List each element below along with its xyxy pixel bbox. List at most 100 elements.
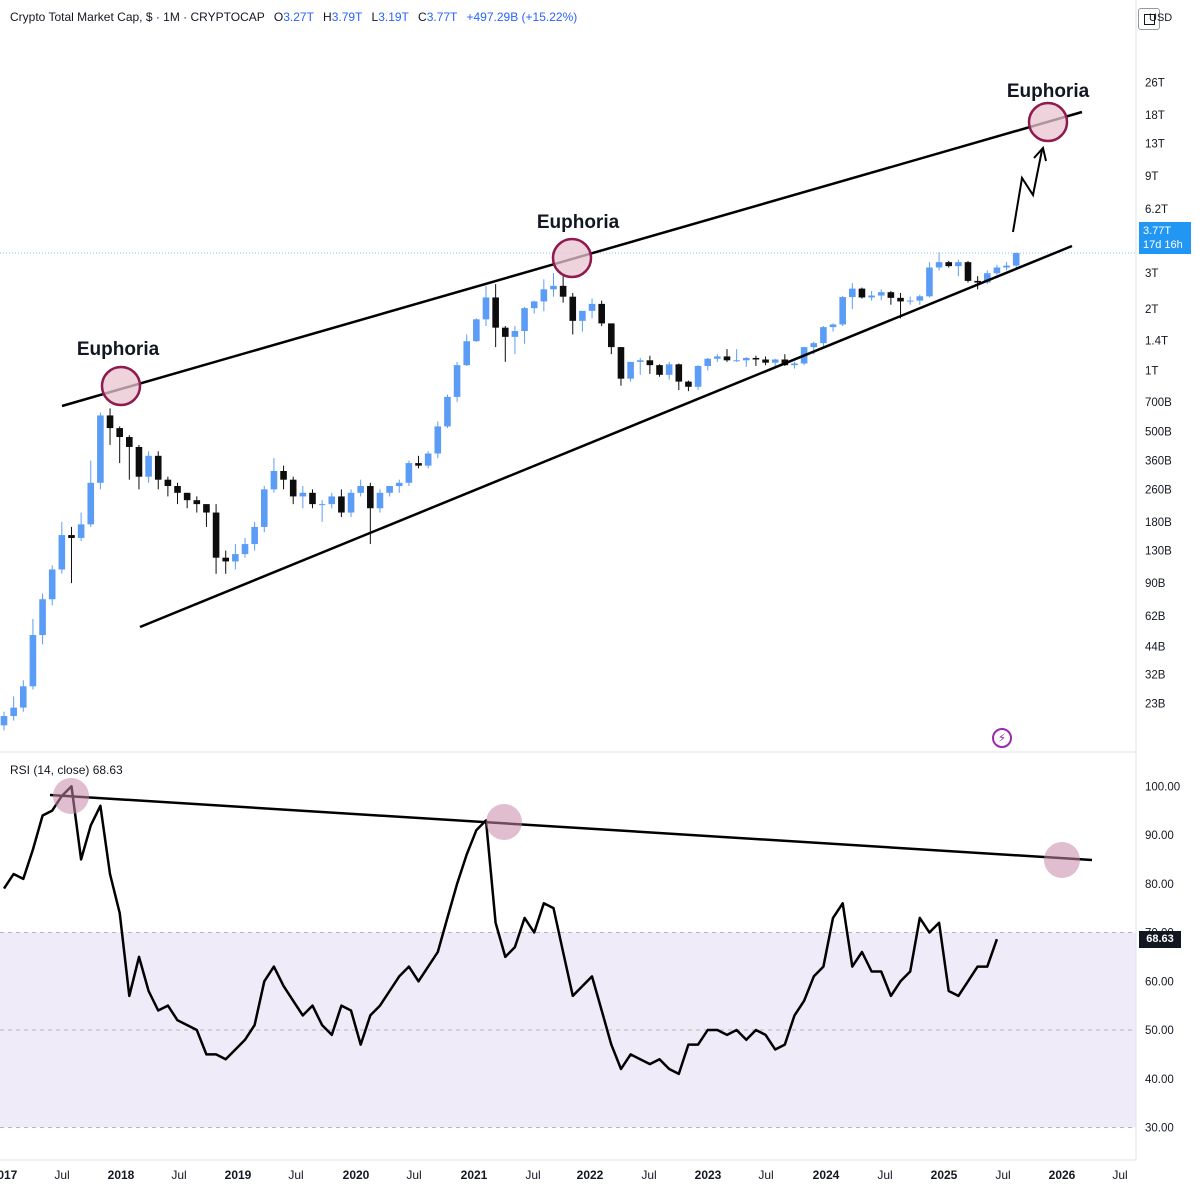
candle-body bbox=[829, 324, 837, 328]
candle-body bbox=[434, 426, 442, 454]
price-axis-label: 23B bbox=[1145, 699, 1166, 711]
time-axis-label: Jul bbox=[641, 1168, 656, 1182]
axis-layer: 26T18T13T9T6.2T4.2T3T2T1.4T1T700B500B360… bbox=[0, 77, 1180, 1182]
candle-body bbox=[1012, 253, 1020, 266]
candle-body bbox=[559, 285, 567, 297]
time-axis-label: 2017 bbox=[0, 1168, 18, 1182]
candle-body bbox=[280, 471, 287, 480]
euphoria-label: Euphoria bbox=[1007, 81, 1090, 102]
price-axis-label: 360B bbox=[1145, 456, 1172, 468]
candle-body bbox=[145, 455, 152, 477]
rsi-line bbox=[2, 785, 999, 1076]
candle-body bbox=[1003, 265, 1010, 268]
candle-layer bbox=[0, 252, 1020, 731]
candle-body bbox=[193, 500, 201, 505]
settings-icon[interactable] bbox=[1138, 8, 1160, 30]
price-axis-label: 13T bbox=[1145, 139, 1165, 151]
low-label: L bbox=[371, 10, 379, 24]
candle-body bbox=[97, 415, 104, 483]
candle-body bbox=[212, 512, 220, 558]
candle-body bbox=[550, 285, 557, 290]
price-badge: 3.77T 17d 16h bbox=[1139, 222, 1191, 254]
candle-body bbox=[183, 492, 191, 501]
open-label: O bbox=[273, 10, 284, 24]
candle-body bbox=[482, 297, 490, 320]
candle-body bbox=[203, 504, 210, 513]
time-axis-label: 2022 bbox=[577, 1168, 604, 1182]
time-axis-label: Jul bbox=[1112, 1168, 1127, 1182]
high-value: 3.79T bbox=[331, 10, 363, 24]
candle-body bbox=[395, 482, 403, 487]
time-axis-label: Jul bbox=[406, 1168, 421, 1182]
price-axis-label: 9T bbox=[1145, 171, 1158, 183]
candle-body bbox=[376, 492, 384, 509]
candle-body bbox=[222, 557, 230, 562]
candle-body bbox=[299, 492, 307, 497]
candle-body bbox=[714, 356, 721, 359]
price-badge-value: 3.77T bbox=[1143, 225, 1172, 237]
candle-body bbox=[241, 544, 249, 555]
time-axis-label: Jul bbox=[877, 1168, 892, 1182]
candle-body bbox=[309, 492, 316, 505]
candle-body bbox=[694, 365, 702, 387]
price-axis-label: 500B bbox=[1145, 427, 1172, 439]
currency-label[interactable]: USD bbox=[1149, 12, 1173, 24]
rsi-layer bbox=[2, 785, 1093, 1076]
rsi-axis-label: 50.00 bbox=[1145, 1025, 1174, 1037]
price-axis-label: 130B bbox=[1145, 546, 1172, 558]
euphoria-label: Euphoria bbox=[77, 339, 160, 360]
candle-body bbox=[810, 343, 818, 348]
time-axis-label: Jul bbox=[995, 1168, 1010, 1182]
candle-body bbox=[473, 319, 480, 342]
symbol-title[interactable]: Crypto Total Market Cap, $ · 1M · CRYPTO… bbox=[10, 10, 265, 24]
price-axis-label: 1.4T bbox=[1145, 336, 1168, 348]
candle-body bbox=[328, 496, 336, 505]
candle-body bbox=[636, 360, 644, 362]
rsi-header[interactable]: RSI (14, close) 68.63 bbox=[10, 763, 123, 777]
candle-body bbox=[887, 292, 895, 298]
lower-channel-line bbox=[139, 244, 1073, 629]
rsi-peak-circle bbox=[53, 778, 89, 814]
candle-body bbox=[58, 535, 66, 570]
chart-header: Crypto Total Market Cap, $ · 1M · CRYPTO… bbox=[10, 10, 577, 24]
price-axis-label: 90B bbox=[1145, 578, 1166, 590]
candle-body bbox=[964, 262, 972, 281]
candle-body bbox=[501, 327, 509, 337]
candle-body bbox=[68, 535, 75, 538]
candle-body bbox=[270, 471, 278, 490]
lightning-icon[interactable]: ⚡ bbox=[992, 728, 1012, 748]
time-axis-label: 2021 bbox=[461, 1168, 488, 1182]
rsi-peak-circle bbox=[1044, 842, 1080, 878]
candle-body bbox=[318, 504, 326, 506]
annotation-layer: Euphoria Euphoria Euphoria bbox=[53, 81, 1090, 878]
candle-body bbox=[791, 363, 798, 366]
candle-body bbox=[877, 292, 885, 296]
candle-body bbox=[174, 486, 181, 493]
settings-square bbox=[1144, 14, 1155, 25]
time-axis-label: 2025 bbox=[931, 1168, 958, 1182]
time-axis-label: 2026 bbox=[1049, 1168, 1076, 1182]
price-axis-label: 180B bbox=[1145, 517, 1172, 529]
time-axis-label: 2023 bbox=[695, 1168, 722, 1182]
time-axis-label: Jul bbox=[171, 1168, 186, 1182]
candle-body bbox=[608, 323, 615, 348]
time-axis-label: 2020 bbox=[343, 1168, 370, 1182]
price-axis-label: 2T bbox=[1145, 304, 1158, 316]
candle-body bbox=[164, 479, 172, 487]
candle-body bbox=[675, 364, 683, 382]
candle-body bbox=[820, 327, 827, 344]
candle-body bbox=[232, 554, 239, 562]
rsi-band-layer bbox=[0, 932, 1136, 1128]
close-label: C bbox=[418, 10, 427, 24]
candle-body bbox=[116, 428, 123, 438]
candle-body bbox=[656, 365, 663, 375]
open-value: 3.27T bbox=[283, 10, 314, 24]
candle-body bbox=[251, 526, 258, 545]
time-axis-label: 2019 bbox=[225, 1168, 252, 1182]
candle-body bbox=[338, 496, 345, 513]
rsi-axis-label: 40.00 bbox=[1145, 1074, 1174, 1086]
candle-body bbox=[0, 716, 8, 726]
candle-body bbox=[617, 347, 625, 379]
candle-body bbox=[530, 301, 538, 309]
